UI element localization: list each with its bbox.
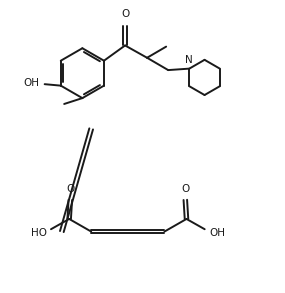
Text: O: O <box>181 184 190 194</box>
Text: O: O <box>66 184 74 194</box>
Text: N: N <box>186 55 193 65</box>
Text: HO: HO <box>30 228 46 238</box>
Text: OH: OH <box>23 78 39 88</box>
Text: O: O <box>121 9 129 19</box>
Text: OH: OH <box>209 228 225 238</box>
